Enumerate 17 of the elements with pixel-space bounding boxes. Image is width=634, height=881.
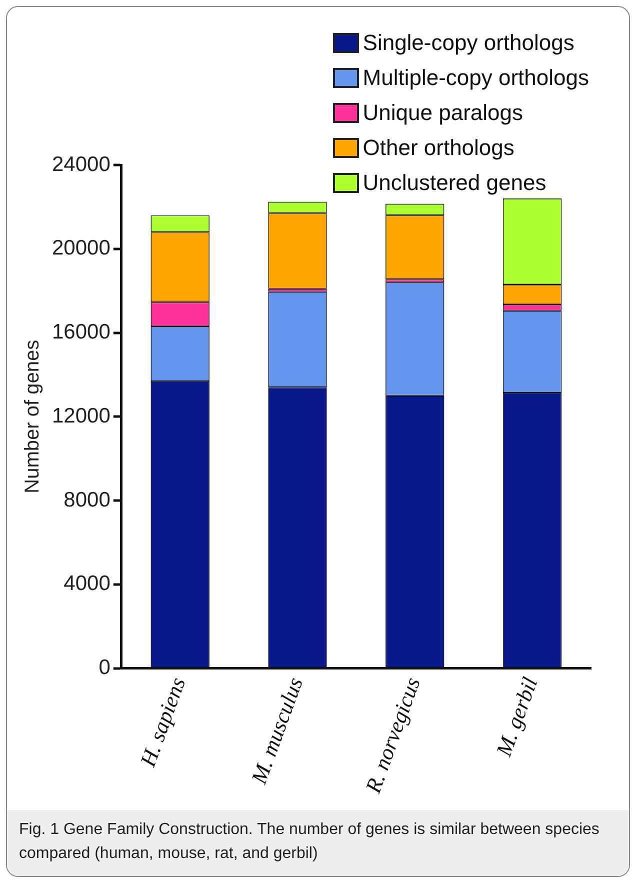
x-tick-label: M. gerbil bbox=[490, 674, 542, 760]
legend-label: Unclustered genes bbox=[362, 169, 546, 197]
y-tick-label: 0 bbox=[98, 656, 110, 680]
x-tick-label: H. sapiens bbox=[134, 674, 190, 771]
y-tick-label: 16000 bbox=[52, 320, 110, 344]
x-tick-label: M. musculus bbox=[246, 674, 308, 788]
caption: Fig. 1 Gene Family Construction. The number of genes is similar between species compared (human, mouse, rat, and gerbil) bbox=[7, 810, 629, 876]
legend-label: Unique paralogs bbox=[362, 99, 523, 127]
y-tick-label: 20000 bbox=[52, 236, 110, 260]
y-tick-label: 12000 bbox=[52, 404, 110, 428]
legend-label: Other orthologs bbox=[362, 134, 514, 162]
legend-label: Single-copy orthologs bbox=[362, 29, 574, 57]
y-tick-label: 8000 bbox=[64, 488, 110, 512]
y-axis-title: Number of genes bbox=[22, 340, 44, 494]
y-tick-label: 24000 bbox=[52, 152, 110, 176]
y-tick-label: 4000 bbox=[64, 572, 110, 596]
legend-label: Multiple-copy orthologs bbox=[362, 64, 589, 92]
